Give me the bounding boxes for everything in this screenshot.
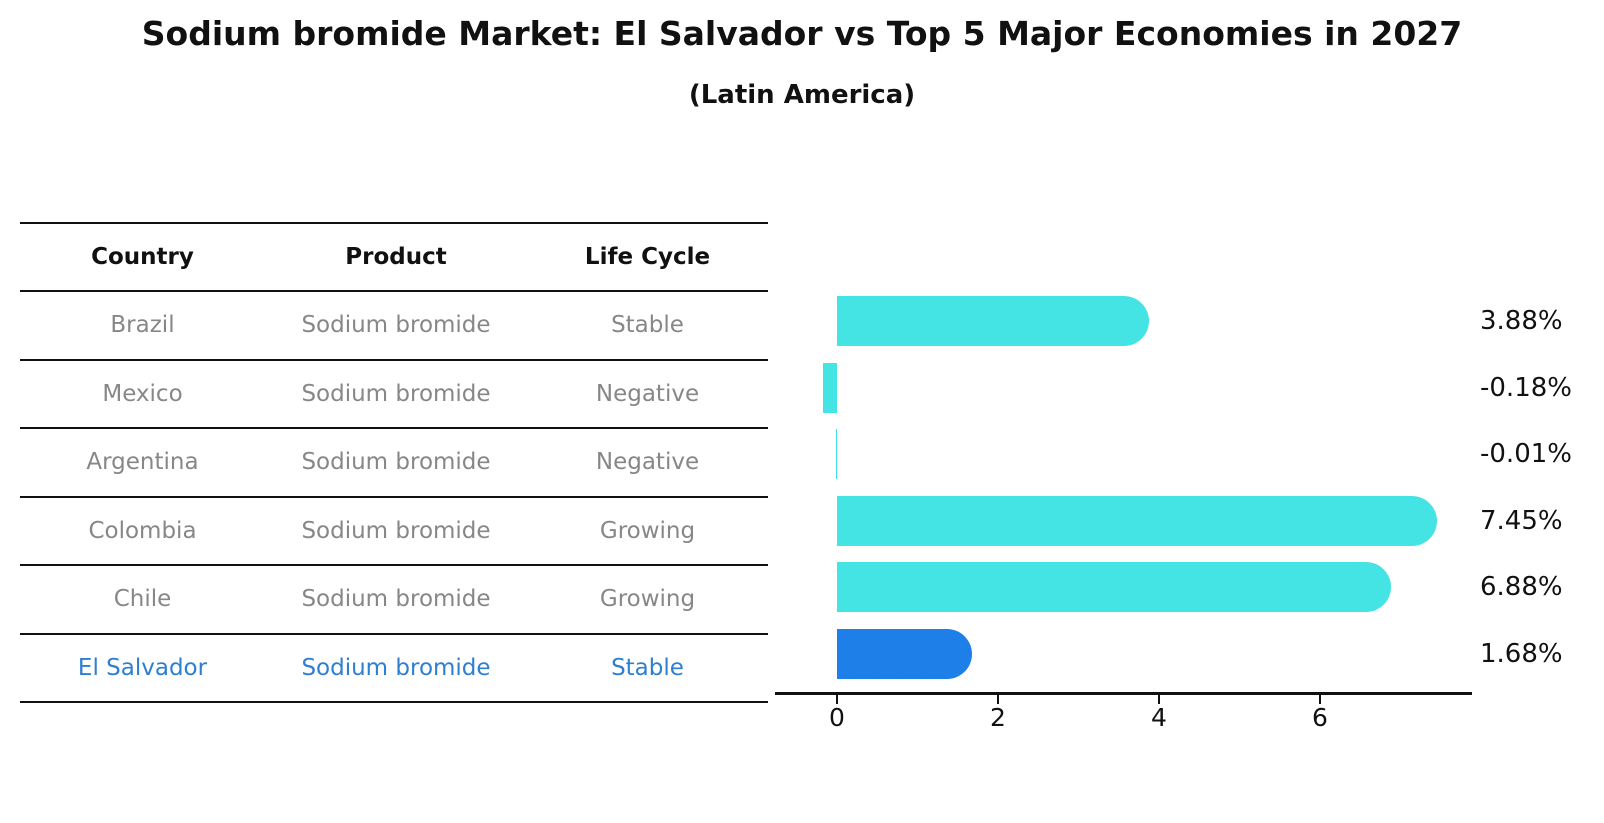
cell-life-cycle: Negative [595, 380, 700, 407]
cell-country: Mexico [102, 380, 183, 407]
cell-life-cycle: Growing [599, 517, 696, 544]
cell-product: Sodium bromide [301, 654, 491, 681]
table-body: Brazil Sodium bromide Stable Mexico Sodium b… [20, 292, 768, 703]
table-row-mexico: Mexico Sodium bromide Negative [20, 361, 768, 429]
x-axis-tick-label-2: 2 [990, 703, 1006, 732]
x-axis-tick-0 [836, 695, 838, 704]
bar-chart [775, 288, 1475, 687]
value-label-el-salvador: 1.68% [1480, 638, 1563, 669]
table-row-argentina: Argentina Sodium bromide Negative [20, 429, 768, 498]
bar-mexico [822, 362, 837, 413]
cell-product: Sodium bromide [301, 449, 491, 476]
bar-row-colombia [775, 488, 1475, 555]
country-table: Country Product Life Cycle Brazil Sodium … [20, 222, 768, 703]
table-row-colombia: Colombia Sodium bromide Growing [20, 498, 768, 566]
cell-product: Sodium bromide [301, 380, 491, 407]
cell-product: Sodium bromide [301, 517, 491, 544]
bar-argentina [836, 429, 837, 479]
cell-life-cycle: Stable [611, 312, 684, 339]
cell-country: Colombia [88, 517, 197, 544]
value-label-brazil: 3.88% [1480, 306, 1563, 337]
table-row-brazil: Brazil Sodium bromide Stable [20, 292, 768, 361]
table-row-chile: Chile Sodium bromide Growing [20, 566, 768, 635]
bar-brazil [837, 296, 1150, 346]
table-header-row: Country Product Life Cycle [20, 222, 768, 292]
value-label-colombia: 7.45% [1480, 505, 1563, 536]
cell-product: Sodium bromide [301, 586, 491, 613]
cell-life-cycle: Growing [599, 586, 696, 613]
column-header-lifecycle: Life Cycle [584, 244, 711, 270]
cell-life-cycle: Negative [595, 449, 700, 476]
x-axis-line [775, 692, 1472, 695]
value-label-chile: 6.88% [1480, 572, 1563, 603]
bar-chile [837, 562, 1391, 612]
value-label-mexico: -0.18% [1480, 372, 1572, 403]
bar-el-salvador [837, 628, 973, 679]
bar-row-brazil [775, 288, 1475, 355]
x-axis-tick-label-6: 6 [1312, 703, 1328, 732]
x-axis-tick-label-0: 0 [829, 703, 845, 732]
chart-title: Sodium bromide Market: El Salvador vs To… [141, 14, 1463, 53]
bar-row-chile [775, 554, 1475, 621]
cell-country: Chile [113, 586, 172, 613]
cell-country: El Salvador [77, 654, 208, 681]
chart-subtitle: (Latin America) [688, 80, 916, 110]
cell-product: Sodium bromide [301, 312, 491, 339]
cell-country: Brazil [110, 312, 175, 339]
column-header-country: Country [91, 244, 194, 270]
table-row-el-salvador: El Salvador Sodium bromide Stable [20, 635, 768, 703]
cell-country: Argentina [86, 449, 199, 476]
bar-colombia [837, 495, 1437, 546]
bar-row-el-salvador [775, 621, 1475, 688]
x-axis-tick-6 [1319, 695, 1321, 704]
column-header-product: Product [345, 244, 447, 270]
x-axis-tick-4 [1158, 695, 1160, 704]
x-axis-tick-label-4: 4 [1151, 703, 1167, 732]
x-axis-tick-2 [997, 695, 999, 704]
bar-row-argentina [775, 421, 1475, 488]
bar-row-mexico [775, 355, 1475, 422]
cell-life-cycle: Stable [611, 654, 684, 681]
value-label-argentina: -0.01% [1480, 439, 1572, 470]
